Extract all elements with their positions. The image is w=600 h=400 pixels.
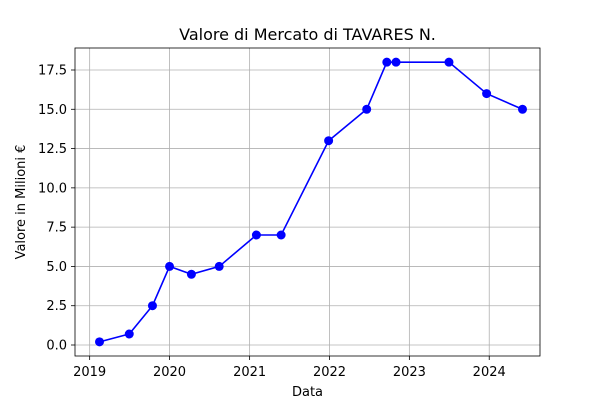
data-series [95,57,527,347]
data-point [147,301,157,311]
x-tick-label: 2020 [153,365,186,380]
y-axis-label: Valore in Milioni € [14,145,29,260]
x-tick-label: 2023 [393,365,426,380]
x-axis-label: Data [292,385,323,400]
data-point [214,261,224,271]
axis-ticks: 2019 2020 2021 2022 2023 2024 0.0 2.5 5.0 7.5 10.0… [38,64,506,381]
y-tick-label: 7.5 [46,221,67,236]
data-point [165,261,175,271]
y-tick-label: 5.0 [46,260,67,275]
data-point [124,329,134,339]
x-tick-label: 2024 [473,365,506,380]
data-point [391,57,401,67]
x-tick-label: 2019 [73,365,106,380]
grid [75,48,540,356]
data-point [186,269,196,279]
y-tick-label: 2.5 [46,299,67,314]
data-point [517,104,527,114]
y-tick-label: 15.0 [38,103,67,118]
data-point [382,57,392,67]
data-point [95,337,105,347]
data-point [482,89,492,99]
x-tick-label: 2021 [233,365,266,380]
y-tick-label: 17.5 [38,64,67,79]
data-point [324,136,334,146]
data-point [276,230,286,240]
data-point [251,230,261,240]
data-point [362,104,372,114]
data-point [444,57,454,67]
chart-title: Valore di Mercato di TAVARES N. [179,25,436,44]
y-tick-label: 10.0 [38,181,67,196]
y-tick-label: 12.5 [38,142,67,157]
y-tick-label: 0.0 [46,339,67,354]
x-tick-label: 2022 [313,365,346,380]
plot-frame [74,47,541,357]
series-line [99,61,523,343]
